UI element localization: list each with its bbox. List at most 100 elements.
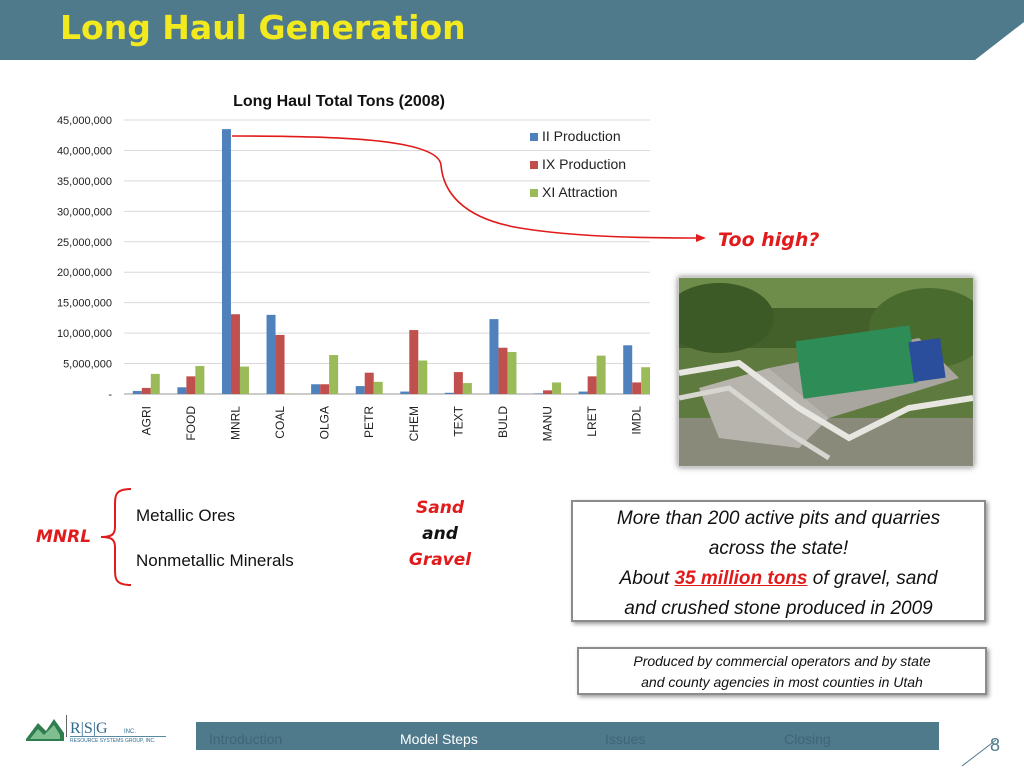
bar bbox=[534, 393, 544, 394]
y-tick-label: 20,000,000 bbox=[57, 267, 112, 279]
nonmetallic-minerals-label: Nonmetallic Minerals bbox=[136, 551, 294, 570]
pits-line-1: More than 200 active pits and quarries bbox=[616, 508, 941, 529]
pits-line-3-pre: About bbox=[619, 568, 675, 589]
bar bbox=[141, 387, 151, 394]
x-tick-label: PETR bbox=[362, 406, 376, 438]
chart-title: Long Haul Total Tons (2008) bbox=[233, 93, 445, 110]
header-bar bbox=[0, 0, 1024, 60]
page-number: 8 bbox=[990, 735, 1001, 755]
too-high-label: Too high? bbox=[718, 229, 820, 251]
bar bbox=[578, 391, 588, 394]
bar bbox=[623, 345, 633, 394]
logo-company: RESOURCE SYSTEMS GROUP, INC. bbox=[70, 738, 155, 744]
gravel-text: Gravel bbox=[408, 550, 472, 570]
y-tick-label: 45,000,000 bbox=[57, 115, 112, 127]
bar bbox=[543, 390, 553, 394]
bar bbox=[400, 391, 410, 394]
header-corner-decoration bbox=[975, 22, 1024, 60]
bar bbox=[444, 392, 454, 394]
pits-line-3: About 35 million tons of gravel, sand bbox=[573, 564, 984, 594]
x-axis-ticks: AGRI FOOD MNRL COAL OLGA PETR CHEM TEXT BULD MANU… bbox=[139, 405, 643, 441]
legend-label: XI Attraction bbox=[542, 184, 617, 200]
pits-highlight: 35 million tons bbox=[674, 568, 808, 589]
legend-label: II Production bbox=[542, 128, 621, 144]
bar bbox=[409, 330, 419, 394]
page-corner-decoration bbox=[961, 739, 997, 767]
x-tick-label: TEXT bbox=[451, 405, 465, 436]
bar bbox=[462, 383, 472, 394]
x-tick-label: MANU bbox=[541, 406, 555, 441]
bar-chart: Long Haul Total Tons (2008) 45,000,000 40… bbox=[57, 93, 650, 441]
y-tick-label: 15,000,000 bbox=[57, 298, 112, 310]
bar bbox=[355, 386, 365, 394]
logo-suffix: INC. bbox=[124, 729, 136, 735]
x-tick-label: COAL bbox=[273, 406, 287, 439]
sand-text: Sand bbox=[416, 498, 464, 518]
bar bbox=[186, 376, 196, 394]
x-tick-label: OLGA bbox=[318, 406, 332, 439]
pits-line-4: and crushed stone produced in 2009 bbox=[624, 598, 933, 619]
bar bbox=[132, 390, 142, 394]
bar bbox=[453, 372, 463, 394]
chart-grid bbox=[124, 119, 650, 395]
bar bbox=[498, 347, 508, 394]
nav-model-steps[interactable]: Model Steps bbox=[400, 731, 478, 747]
y-axis-ticks: 45,000,000 40,000,000 35,000,000 30,000,000… bbox=[57, 115, 112, 401]
bar bbox=[364, 372, 374, 394]
x-tick-label: FOOD bbox=[184, 406, 198, 441]
logo-letters: R|S|G bbox=[70, 720, 108, 737]
produced-line-2: and county agencies in most counties in … bbox=[641, 674, 923, 690]
x-tick-label: LRET bbox=[585, 405, 599, 436]
curly-brace-icon bbox=[100, 488, 132, 586]
slide-title: Long Haul Generation bbox=[60, 8, 466, 47]
chart-bars bbox=[132, 129, 650, 394]
nav-closing[interactable]: Closing bbox=[784, 731, 831, 747]
x-tick-label: CHEM bbox=[407, 406, 421, 441]
footer-nav-bar bbox=[196, 722, 939, 750]
y-tick-label: - bbox=[108, 389, 112, 401]
y-tick-label: 30,000,000 bbox=[57, 206, 112, 218]
collapsed-bridge-photo bbox=[678, 277, 974, 467]
bar bbox=[311, 384, 321, 394]
y-tick-label: 40,000,000 bbox=[57, 145, 112, 157]
y-tick-label: 5,000,000 bbox=[63, 359, 112, 371]
pits-line-3-post: of gravel, sand bbox=[807, 568, 938, 589]
nav-introduction[interactable]: Introduction bbox=[209, 731, 283, 747]
legend-swatch bbox=[530, 133, 538, 141]
legend-swatch bbox=[530, 189, 538, 197]
bar bbox=[596, 355, 606, 394]
bar bbox=[641, 367, 650, 394]
pits-line-2: across the state! bbox=[708, 538, 849, 559]
bar bbox=[418, 360, 428, 394]
bar bbox=[221, 129, 231, 394]
nav-issues[interactable]: Issues bbox=[605, 731, 646, 747]
pits-quarries-box: More than 200 active pits and quarries a… bbox=[571, 500, 986, 622]
sand-and-gravel: Sand and Gravel bbox=[400, 495, 480, 573]
bar bbox=[275, 334, 285, 394]
produced-by-box: Produced by commercial operators and by … bbox=[577, 647, 987, 695]
bar bbox=[320, 384, 330, 394]
y-tick-label: 35,000,000 bbox=[57, 176, 112, 188]
collapsed-bridge-truck-photo-icon bbox=[679, 278, 973, 466]
and-text: and bbox=[422, 524, 458, 544]
bar bbox=[284, 393, 294, 394]
x-tick-label: IMDL bbox=[630, 406, 644, 435]
bar bbox=[230, 314, 240, 394]
bar bbox=[587, 376, 597, 394]
bar bbox=[507, 351, 517, 394]
bar bbox=[489, 319, 499, 394]
bar bbox=[329, 355, 339, 394]
produced-line-1: Produced by commercial operators and by … bbox=[633, 653, 931, 669]
bar bbox=[552, 382, 562, 394]
bar bbox=[150, 373, 160, 394]
x-tick-label: AGRI bbox=[139, 406, 153, 435]
chart-legend: II Production IX Production XI Attraction bbox=[530, 128, 626, 200]
x-tick-label: BULD bbox=[496, 406, 510, 438]
bar bbox=[195, 365, 205, 394]
bar bbox=[373, 381, 383, 394]
bar bbox=[177, 387, 187, 394]
x-tick-label: MNRL bbox=[228, 406, 242, 440]
y-tick-label: 25,000,000 bbox=[57, 237, 112, 249]
y-tick-label: 10,000,000 bbox=[57, 328, 112, 340]
legend-label: IX Production bbox=[542, 156, 626, 172]
